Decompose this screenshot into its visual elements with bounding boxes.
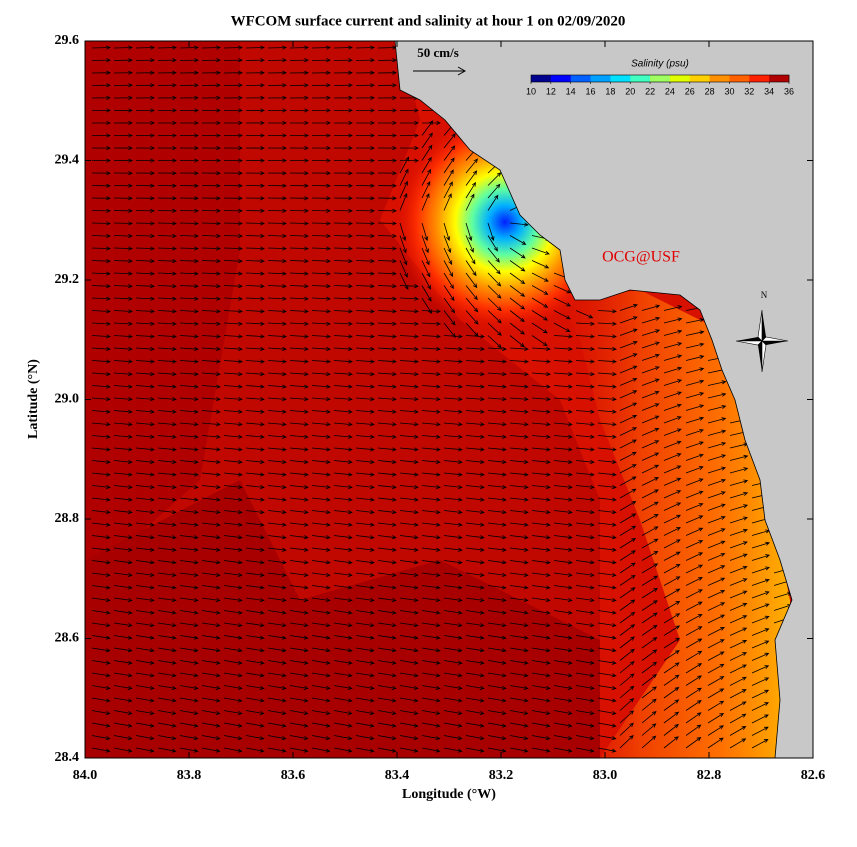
colorbar-swatch <box>689 75 710 82</box>
colorbar-tick-label: 28 <box>705 86 715 96</box>
x-tick-label: 82.8 <box>697 768 722 783</box>
colorbar-tick-label: 24 <box>665 86 675 96</box>
colorbar-swatch <box>769 75 790 82</box>
colorbar-tick-label: 34 <box>764 86 774 96</box>
colorbar-swatch <box>610 75 631 82</box>
colorbar-swatch <box>749 75 770 82</box>
compass-label: N <box>761 290 768 300</box>
credit: OCG@USF <box>602 249 680 266</box>
colorbar-swatch <box>550 75 571 82</box>
y-tick-label: 29.4 <box>55 153 80 168</box>
colorbar-swatch <box>590 75 611 82</box>
colorbar-tick-label: 36 <box>784 86 794 96</box>
colorbar-tick-label: 10 <box>526 86 536 96</box>
colorbar-title: Salinity (psu) <box>631 59 689 70</box>
vector-scale-label: 50 cm/s <box>417 45 459 60</box>
colorbar-swatch <box>570 75 591 82</box>
land <box>394 41 813 758</box>
vector-scale-arrow <box>413 66 467 76</box>
colorbar-tick-label: 30 <box>724 86 734 96</box>
colorbar-swatch <box>630 75 651 82</box>
colorbar-frame <box>530 74 790 83</box>
x-tick-label: 84.0 <box>73 768 98 783</box>
salinity-field <box>85 41 813 758</box>
y-tick-label: 28.8 <box>55 511 80 526</box>
x-tick-label: 82.6 <box>801 768 826 783</box>
colorbar-swatch <box>669 75 691 82</box>
colorbar-tick-label: 14 <box>566 86 576 96</box>
x-tick-label: 83.0 <box>593 768 618 783</box>
y-tick-label: 29.0 <box>55 392 80 407</box>
colorbar-swatch <box>729 75 750 82</box>
compass: N <box>735 290 789 373</box>
y-axis-label: Latitude (°N) <box>26 359 41 439</box>
colorbar-swatch <box>709 75 730 82</box>
title: WFCOM surface current and salinity at ho… <box>231 13 626 29</box>
y-tick-label: 28.4 <box>55 750 80 765</box>
colorbar-tick-label: 16 <box>586 86 596 96</box>
colorbar-tick-label: 20 <box>625 86 635 96</box>
colorbar-tick-label: 12 <box>546 86 556 96</box>
colorbar-swatch <box>531 75 552 82</box>
x-tick-label: 83.4 <box>385 768 410 783</box>
x-axis-label: Longitude (°W) <box>402 787 496 802</box>
colorbar-tick-label: 32 <box>744 86 754 96</box>
current-vectors <box>91 45 793 753</box>
x-tick-label: 83.8 <box>177 768 202 783</box>
colorbar-tick-label: 22 <box>645 86 655 96</box>
x-tick-label: 83.6 <box>281 768 306 783</box>
colorbar-tick-label: 18 <box>605 86 615 96</box>
colorbar-swatch <box>650 75 671 82</box>
y-tick-label: 29.6 <box>55 33 80 48</box>
colorbar-tick-label: 26 <box>685 86 695 96</box>
y-tick-label: 29.2 <box>55 272 80 287</box>
y-tick-label: 28.6 <box>55 631 80 646</box>
x-tick-label: 83.2 <box>489 768 514 783</box>
